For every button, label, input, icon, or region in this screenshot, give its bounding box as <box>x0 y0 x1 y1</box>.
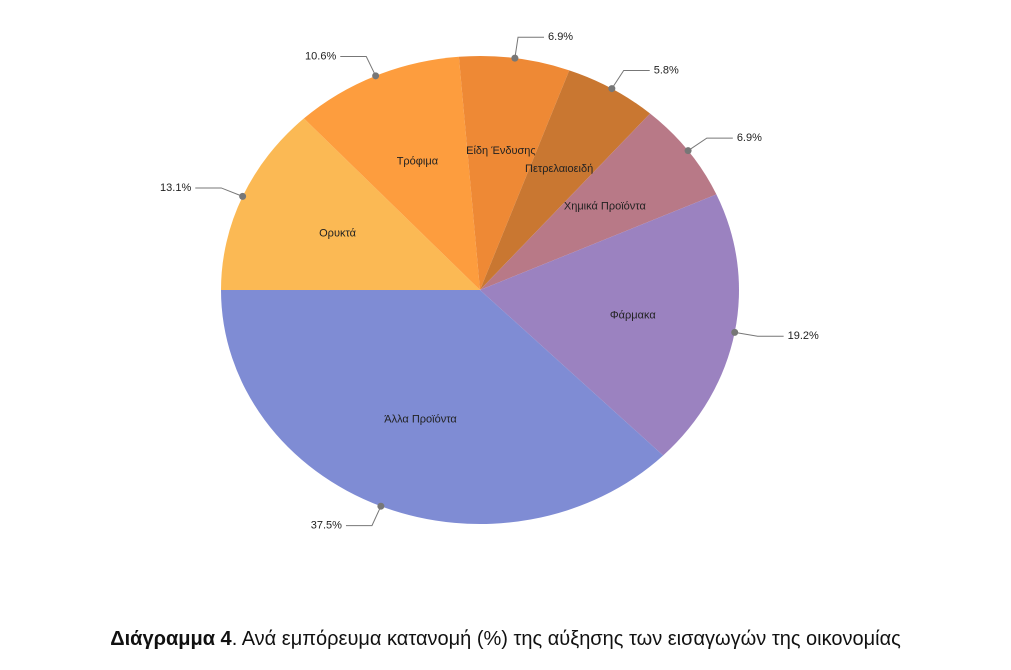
leader-dot <box>377 502 385 510</box>
leader-line <box>687 137 733 152</box>
value-label: 10.6% <box>305 50 336 62</box>
caption: Διάγραμμα 4. Ανά εμπόρευμα κατανομή (%) … <box>0 628 1011 651</box>
slice-label: Ορυκτά <box>319 228 357 240</box>
leader-line <box>514 36 545 59</box>
leader-line <box>195 187 243 197</box>
slice-label: Χημικά Προϊόντα <box>564 200 647 212</box>
pie-slice <box>221 118 480 291</box>
value-label: 5.8% <box>654 64 679 76</box>
value-label: 37.5% <box>311 520 342 532</box>
pie-slice <box>480 194 739 456</box>
slice-label: Πετρελαιοειδή <box>525 163 593 175</box>
pie-slice <box>220 290 664 525</box>
slice-label: Είδη Ένδυσης <box>466 145 536 157</box>
pie-slice <box>458 56 570 291</box>
chart: Ορυκτά 13.1% Τρόφιμα 10.6% Είδη Ένδυσης 6.9% Π… <box>160 31 819 532</box>
slice-label: Φάρμακα <box>610 309 656 321</box>
caption-label: Διάγραμμα 4 <box>110 628 232 650</box>
leader-line <box>340 56 377 77</box>
pie-slice <box>480 113 717 290</box>
slice-label: Τρόφιμα <box>397 155 439 167</box>
value-label: 19.2% <box>788 330 819 342</box>
slice-label: Άλλα Προϊόντα <box>384 414 457 426</box>
leader-dot <box>239 192 247 200</box>
value-label: 6.9% <box>737 132 762 144</box>
value-label: 6.9% <box>548 31 573 43</box>
leader-dot <box>684 147 692 155</box>
leader-line <box>611 69 650 89</box>
leader-dot <box>372 72 380 80</box>
leader-dot <box>511 54 519 62</box>
leader-line <box>345 505 382 527</box>
value-label: 13.1% <box>160 182 191 194</box>
leader-line <box>734 331 784 337</box>
pie-slice <box>303 56 480 290</box>
leader-dot <box>608 85 616 93</box>
caption-text: . Ανά εμπόρευμα κατανομή (%) της αύξησης… <box>231 628 901 650</box>
leader-dot <box>731 328 739 336</box>
pie-slice <box>480 70 651 291</box>
